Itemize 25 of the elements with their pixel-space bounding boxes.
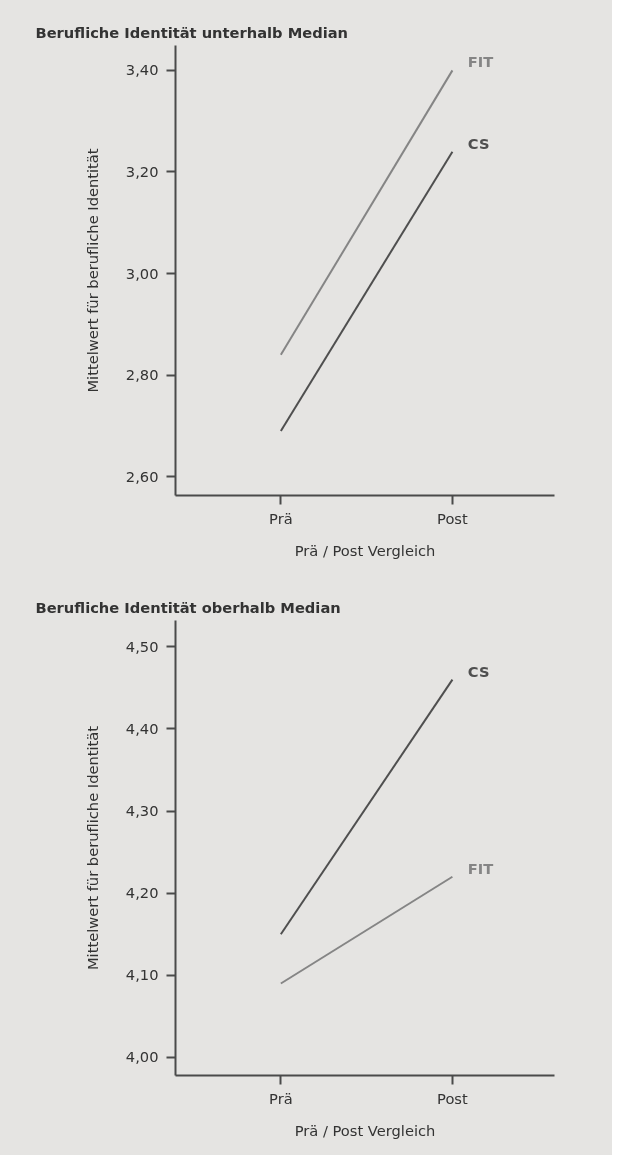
chart-title: Berufliche Identität unterhalb Median (35, 23, 349, 41)
x-tick-label: Prä (269, 1089, 293, 1107)
y-tick-label: 4,40 (125, 719, 159, 737)
y-tick-label: 4,10 (125, 966, 159, 984)
x-tick-label: Post (437, 1089, 468, 1107)
y-tick-label: 4,00 (125, 1048, 159, 1066)
x-tick-label: Post (437, 509, 468, 527)
y-tick-label: 3,00 (125, 264, 159, 282)
y-tick-label: 4,20 (125, 884, 159, 902)
x-axis-title: Prä / Post Vergleich (294, 1121, 436, 1139)
series-label: CS (467, 134, 490, 152)
y-tick-label: 2,60 (125, 467, 159, 485)
series-label: FIT (467, 53, 494, 71)
y-tick-label: 4,50 (125, 637, 159, 655)
y-axis-title: Mittelwert für berufliche Identität (83, 148, 101, 393)
y-tick-label: 3,40 (125, 61, 159, 79)
x-axis-title: Prä / Post Vergleich (294, 541, 436, 559)
series-label: CS (467, 662, 490, 680)
y-tick-label: 3,20 (125, 162, 159, 180)
chart-title: Berufliche Identität oberhalb Median (35, 598, 341, 616)
y-tick-label: 4,30 (125, 802, 159, 820)
y-tick-label: 2,80 (125, 366, 159, 384)
series-label: FIT (467, 859, 494, 877)
y-axis-title: Mittelwert für berufliche Identität (83, 725, 101, 971)
x-tick-label: Prä (269, 509, 293, 527)
